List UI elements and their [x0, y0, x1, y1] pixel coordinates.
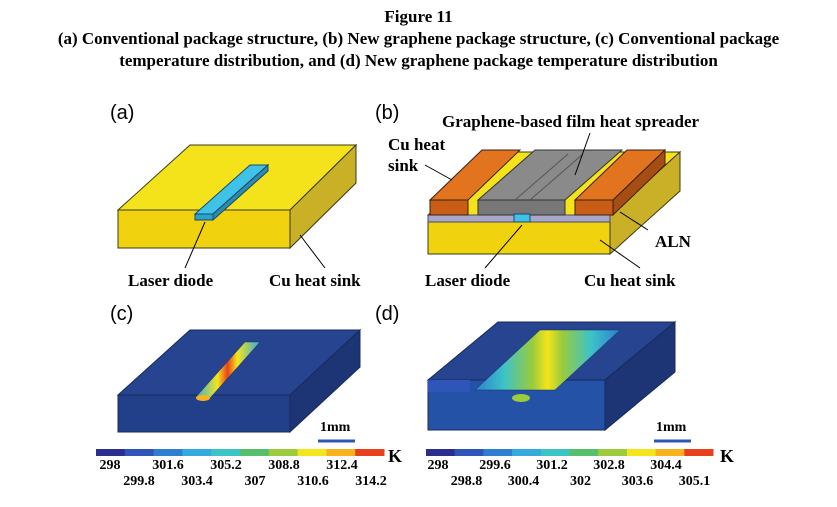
leader-spreader — [574, 132, 591, 176]
colorbar-tick-top: 308.8 — [268, 458, 300, 473]
colorbar-tick-bottom: 300.4 — [507, 474, 540, 489]
left-cu-sink-front — [429, 199, 469, 216]
colorbar-segment — [211, 449, 241, 456]
graphene-stripe-1 — [514, 153, 569, 201]
colorbar-segment — [684, 449, 714, 456]
colorbar-tick-top: 304.4 — [650, 458, 682, 473]
leader-aln — [619, 211, 649, 231]
panel-a-drawing — [116, 143, 358, 269]
colorbar-segment — [569, 449, 599, 456]
colorbar-tick-top: 301.6 — [152, 458, 184, 473]
figure-title: Figure 11 — [384, 7, 453, 26]
right-cu-sink-front — [574, 199, 614, 216]
colorbar-segment — [626, 449, 657, 456]
colorbar-tick-top: 302.8 — [593, 458, 625, 473]
colorbar-segment — [540, 449, 570, 456]
b-sink-label: sink — [388, 156, 419, 175]
colorbar-segment — [297, 449, 327, 456]
d-hot-spot — [512, 394, 530, 402]
b-spreader-label: Graphene-based film heat spreader — [442, 112, 700, 131]
colorbar-tick-top: 301.2 — [536, 458, 568, 473]
graphene-film-front — [477, 199, 566, 216]
colorbar-tick-top: 298 — [427, 458, 449, 473]
colorbar-tick-bottom: 298.8 — [450, 474, 483, 489]
colorbar-segment — [426, 449, 456, 456]
colorbar-segment — [326, 449, 356, 456]
cu-sink-side-face — [289, 143, 357, 250]
leader-cu-sink — [299, 234, 326, 269]
b-cu-heat-sink-label: Cu heat sink — [584, 271, 676, 290]
b-cu-heat-label: Cu heat — [388, 135, 446, 154]
leader-b-cu-sink — [599, 239, 641, 269]
d-scale-label: 1mm — [656, 420, 687, 435]
colorbar-segment — [153, 449, 183, 456]
b-laser-diode — [513, 213, 531, 223]
b-aln-label: ALN — [655, 232, 691, 251]
c-scale-label: 1mm — [320, 420, 351, 435]
colorbar-tick-bottom: 307 — [244, 474, 266, 489]
graphene-stripe-2 — [529, 153, 584, 201]
colorbar-segment — [182, 449, 212, 456]
colorbar-segment — [240, 449, 270, 456]
colorbar-tick-bottom: 302 — [570, 474, 591, 489]
caption-line-2: temperature distribution, and (d) New gr… — [119, 51, 718, 70]
colorbar-segment — [483, 449, 513, 456]
right-cu-sink-side — [612, 148, 666, 217]
panel-d-letter: (d) — [375, 303, 400, 325]
colorbar-segment — [512, 449, 542, 456]
leader-cu-heat-left — [424, 164, 453, 181]
colorbar-tick-bottom: 310.6 — [297, 474, 329, 489]
a-cu-heat-sink-label: Cu heat sink — [269, 271, 361, 290]
colorbar-segment — [454, 449, 484, 456]
b-laser-diode-label: Laser diode — [425, 271, 511, 290]
d-step-left — [428, 380, 470, 392]
panel-d-drawing — [426, 320, 691, 443]
colorbar-c-unit: K — [388, 446, 403, 466]
c-hot-spot — [196, 395, 210, 401]
panel-b-letter: (b) — [375, 102, 400, 124]
caption-line-1: (a) Conventional package structure, (b) … — [57, 29, 780, 48]
leader-laser-diode — [184, 221, 206, 269]
colorbar-c — [96, 449, 385, 456]
colorbar-segment — [355, 449, 385, 456]
colorbar-tick-top: 305.2 — [210, 458, 242, 473]
colorbar-segment — [96, 449, 126, 456]
colorbar-d — [426, 449, 714, 456]
colorbar-segment — [598, 449, 628, 456]
d-side-face — [604, 320, 676, 432]
colorbar-segment — [124, 449, 155, 456]
colorbar-tick-bottom: 299.8 — [123, 474, 155, 489]
colorbar-tick-bottom: 305.1 — [678, 474, 711, 489]
colorbar-segment — [655, 449, 685, 456]
colorbar-segment — [268, 449, 299, 456]
laser-diode-front — [194, 213, 214, 221]
leader-b-laser — [484, 224, 523, 269]
a-laser-diode-label: Laser diode — [128, 271, 214, 290]
panel-a-letter: (a) — [110, 102, 135, 124]
colorbar-tick-top: 298 — [99, 458, 121, 473]
colorbar-tick-bottom: 314.2 — [355, 474, 387, 489]
colorbar-tick-top: 312.4 — [326, 458, 358, 473]
figure-caption: (a) Conventional package structure, (b) … — [6, 28, 831, 72]
colorbar-tick-top: 299.6 — [479, 458, 511, 473]
c-side-face — [289, 328, 361, 434]
colorbar-tick-bottom: 303.6 — [621, 474, 654, 489]
panel-b-drawing — [424, 132, 682, 269]
colorbar-d-unit: K — [720, 446, 735, 466]
colorbar-tick-bottom: 303.4 — [181, 474, 213, 489]
panel-c-drawing — [116, 328, 362, 443]
panel-c-letter: (c) — [110, 303, 134, 325]
d-graphene-band — [474, 329, 621, 391]
laser-diode-side — [212, 163, 269, 222]
